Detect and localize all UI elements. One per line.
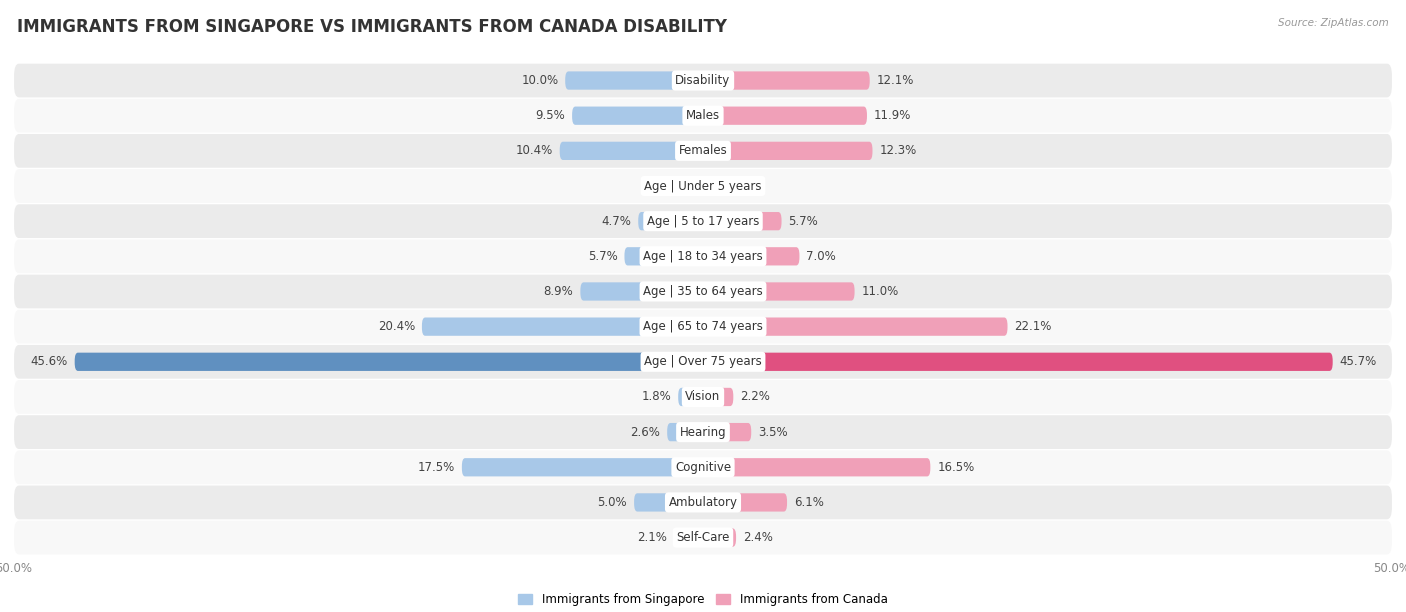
Text: 2.2%: 2.2%	[740, 390, 770, 403]
FancyBboxPatch shape	[14, 134, 1392, 168]
FancyBboxPatch shape	[703, 247, 800, 266]
Text: 4.7%: 4.7%	[602, 215, 631, 228]
Text: 1.1%: 1.1%	[651, 179, 681, 193]
Text: 17.5%: 17.5%	[418, 461, 456, 474]
FancyBboxPatch shape	[14, 169, 1392, 203]
FancyBboxPatch shape	[703, 458, 931, 476]
FancyBboxPatch shape	[14, 99, 1392, 133]
FancyBboxPatch shape	[688, 177, 703, 195]
FancyBboxPatch shape	[703, 72, 870, 90]
FancyBboxPatch shape	[678, 388, 703, 406]
Text: 11.9%: 11.9%	[875, 109, 911, 122]
Text: 10.0%: 10.0%	[522, 74, 558, 87]
Text: Age | 5 to 17 years: Age | 5 to 17 years	[647, 215, 759, 228]
FancyBboxPatch shape	[703, 423, 751, 441]
Text: Age | Under 5 years: Age | Under 5 years	[644, 179, 762, 193]
FancyBboxPatch shape	[14, 64, 1392, 97]
Text: Hearing: Hearing	[679, 425, 727, 439]
FancyBboxPatch shape	[14, 415, 1392, 449]
FancyBboxPatch shape	[461, 458, 703, 476]
Text: 12.1%: 12.1%	[876, 74, 914, 87]
FancyBboxPatch shape	[703, 142, 873, 160]
Text: Age | 65 to 74 years: Age | 65 to 74 years	[643, 320, 763, 333]
FancyBboxPatch shape	[581, 282, 703, 300]
Text: Vision: Vision	[685, 390, 721, 403]
Text: 9.5%: 9.5%	[536, 109, 565, 122]
Text: 5.7%: 5.7%	[789, 215, 818, 228]
FancyBboxPatch shape	[14, 275, 1392, 308]
FancyBboxPatch shape	[703, 318, 1008, 336]
Legend: Immigrants from Singapore, Immigrants from Canada: Immigrants from Singapore, Immigrants fr…	[513, 588, 893, 611]
FancyBboxPatch shape	[14, 239, 1392, 273]
FancyBboxPatch shape	[703, 493, 787, 512]
FancyBboxPatch shape	[422, 318, 703, 336]
Text: 6.1%: 6.1%	[794, 496, 824, 509]
Text: 7.0%: 7.0%	[807, 250, 837, 263]
FancyBboxPatch shape	[14, 345, 1392, 379]
Text: 2.1%: 2.1%	[637, 531, 668, 544]
FancyBboxPatch shape	[572, 106, 703, 125]
FancyBboxPatch shape	[703, 528, 737, 547]
Text: Source: ZipAtlas.com: Source: ZipAtlas.com	[1278, 18, 1389, 28]
Text: Age | Over 75 years: Age | Over 75 years	[644, 356, 762, 368]
FancyBboxPatch shape	[703, 353, 1333, 371]
FancyBboxPatch shape	[703, 212, 782, 230]
Text: 16.5%: 16.5%	[938, 461, 974, 474]
FancyBboxPatch shape	[703, 388, 734, 406]
Text: Ambulatory: Ambulatory	[668, 496, 738, 509]
FancyBboxPatch shape	[14, 204, 1392, 238]
Text: 10.4%: 10.4%	[516, 144, 553, 157]
Text: 8.9%: 8.9%	[544, 285, 574, 298]
Text: Self-Care: Self-Care	[676, 531, 730, 544]
FancyBboxPatch shape	[14, 521, 1392, 554]
Text: 1.4%: 1.4%	[730, 179, 759, 193]
Text: Age | 35 to 64 years: Age | 35 to 64 years	[643, 285, 763, 298]
Text: 20.4%: 20.4%	[378, 320, 415, 333]
FancyBboxPatch shape	[673, 528, 703, 547]
FancyBboxPatch shape	[703, 282, 855, 300]
Text: 45.7%: 45.7%	[1340, 356, 1376, 368]
Text: 5.0%: 5.0%	[598, 496, 627, 509]
Text: Cognitive: Cognitive	[675, 461, 731, 474]
Text: 2.4%: 2.4%	[742, 531, 773, 544]
FancyBboxPatch shape	[75, 353, 703, 371]
Text: 45.6%: 45.6%	[31, 356, 67, 368]
Text: Disability: Disability	[675, 74, 731, 87]
Text: 11.0%: 11.0%	[862, 285, 898, 298]
Text: Age | 18 to 34 years: Age | 18 to 34 years	[643, 250, 763, 263]
FancyBboxPatch shape	[14, 310, 1392, 343]
Text: 1.8%: 1.8%	[641, 390, 671, 403]
FancyBboxPatch shape	[668, 423, 703, 441]
FancyBboxPatch shape	[560, 142, 703, 160]
FancyBboxPatch shape	[634, 493, 703, 512]
FancyBboxPatch shape	[703, 106, 868, 125]
FancyBboxPatch shape	[14, 485, 1392, 520]
FancyBboxPatch shape	[638, 212, 703, 230]
FancyBboxPatch shape	[703, 177, 723, 195]
FancyBboxPatch shape	[565, 72, 703, 90]
FancyBboxPatch shape	[624, 247, 703, 266]
Text: 22.1%: 22.1%	[1014, 320, 1052, 333]
Text: 5.7%: 5.7%	[588, 250, 617, 263]
FancyBboxPatch shape	[14, 450, 1392, 484]
Text: IMMIGRANTS FROM SINGAPORE VS IMMIGRANTS FROM CANADA DISABILITY: IMMIGRANTS FROM SINGAPORE VS IMMIGRANTS …	[17, 18, 727, 36]
Text: 12.3%: 12.3%	[879, 144, 917, 157]
Text: Females: Females	[679, 144, 727, 157]
Text: Males: Males	[686, 109, 720, 122]
Text: 2.6%: 2.6%	[630, 425, 661, 439]
Text: 3.5%: 3.5%	[758, 425, 787, 439]
FancyBboxPatch shape	[14, 380, 1392, 414]
